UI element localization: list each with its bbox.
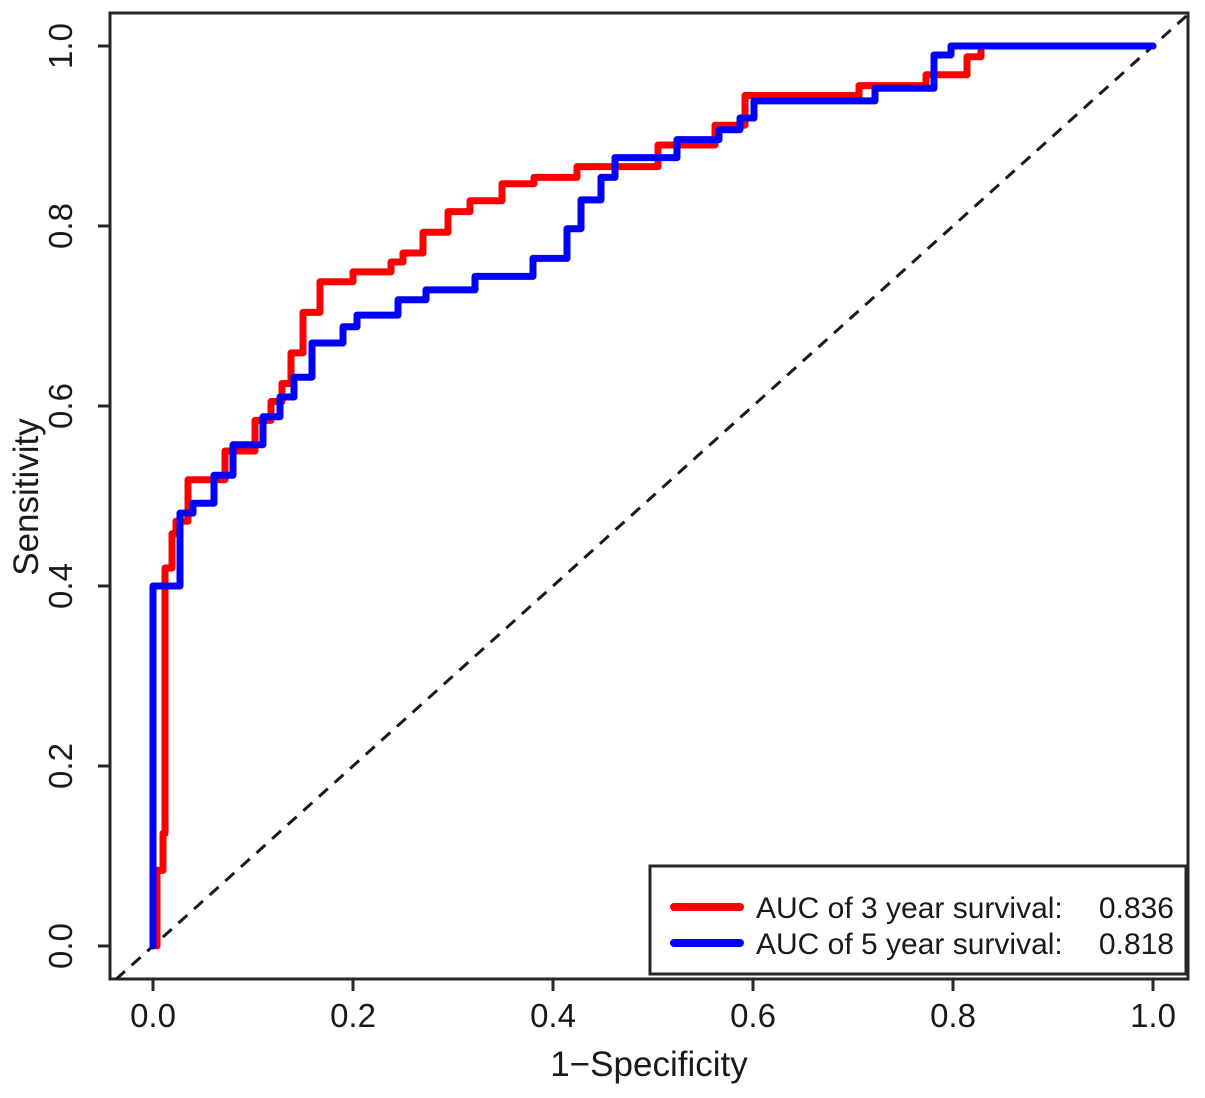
legend-value-5-year: 0.818 <box>1099 928 1174 961</box>
y-tick-label: 1.0 <box>42 23 79 69</box>
y-axis-title: Sensitivity <box>7 418 46 576</box>
roc-curve-5-year <box>149 42 1157 950</box>
x-axis-tick-labels: 0.0 0.2 0.4 0.6 0.8 1.0 <box>130 997 1176 1034</box>
y-tick-label: 0.2 <box>42 743 79 789</box>
x-tick-label: 0.4 <box>530 997 576 1034</box>
y-axis-tick-labels: 0.0 0.2 0.4 0.6 0.8 1.0 <box>42 23 79 969</box>
x-tick-label: 1.0 <box>1130 997 1176 1034</box>
y-tick-label: 0.0 <box>42 923 79 969</box>
axis-tick-marks <box>98 44 1155 991</box>
reference-diagonal-line <box>114 11 1192 981</box>
legend-box <box>648 864 1188 976</box>
x-tick-label: 0.2 <box>330 997 376 1034</box>
legend-label-5-year: AUC of 5 year survival: <box>756 928 1063 961</box>
y-tick-label: 0.4 <box>42 563 79 609</box>
x-tick-label: 0.6 <box>730 997 776 1034</box>
y-tick-label: 0.6 <box>42 383 79 429</box>
x-tick-label: 0.8 <box>930 997 976 1034</box>
x-tick-label: 0.0 <box>130 997 176 1034</box>
legend: AUC of 3 year survival: 0.836 AUC of 5 y… <box>648 864 1188 976</box>
legend-label-3-year: AUC of 3 year survival: <box>756 892 1063 925</box>
legend-value-3-year: 0.836 <box>1099 892 1174 925</box>
y-tick-label: 0.8 <box>42 203 79 249</box>
x-axis-title: 1−Specificity <box>550 1045 748 1084</box>
plot-border <box>108 11 1190 981</box>
